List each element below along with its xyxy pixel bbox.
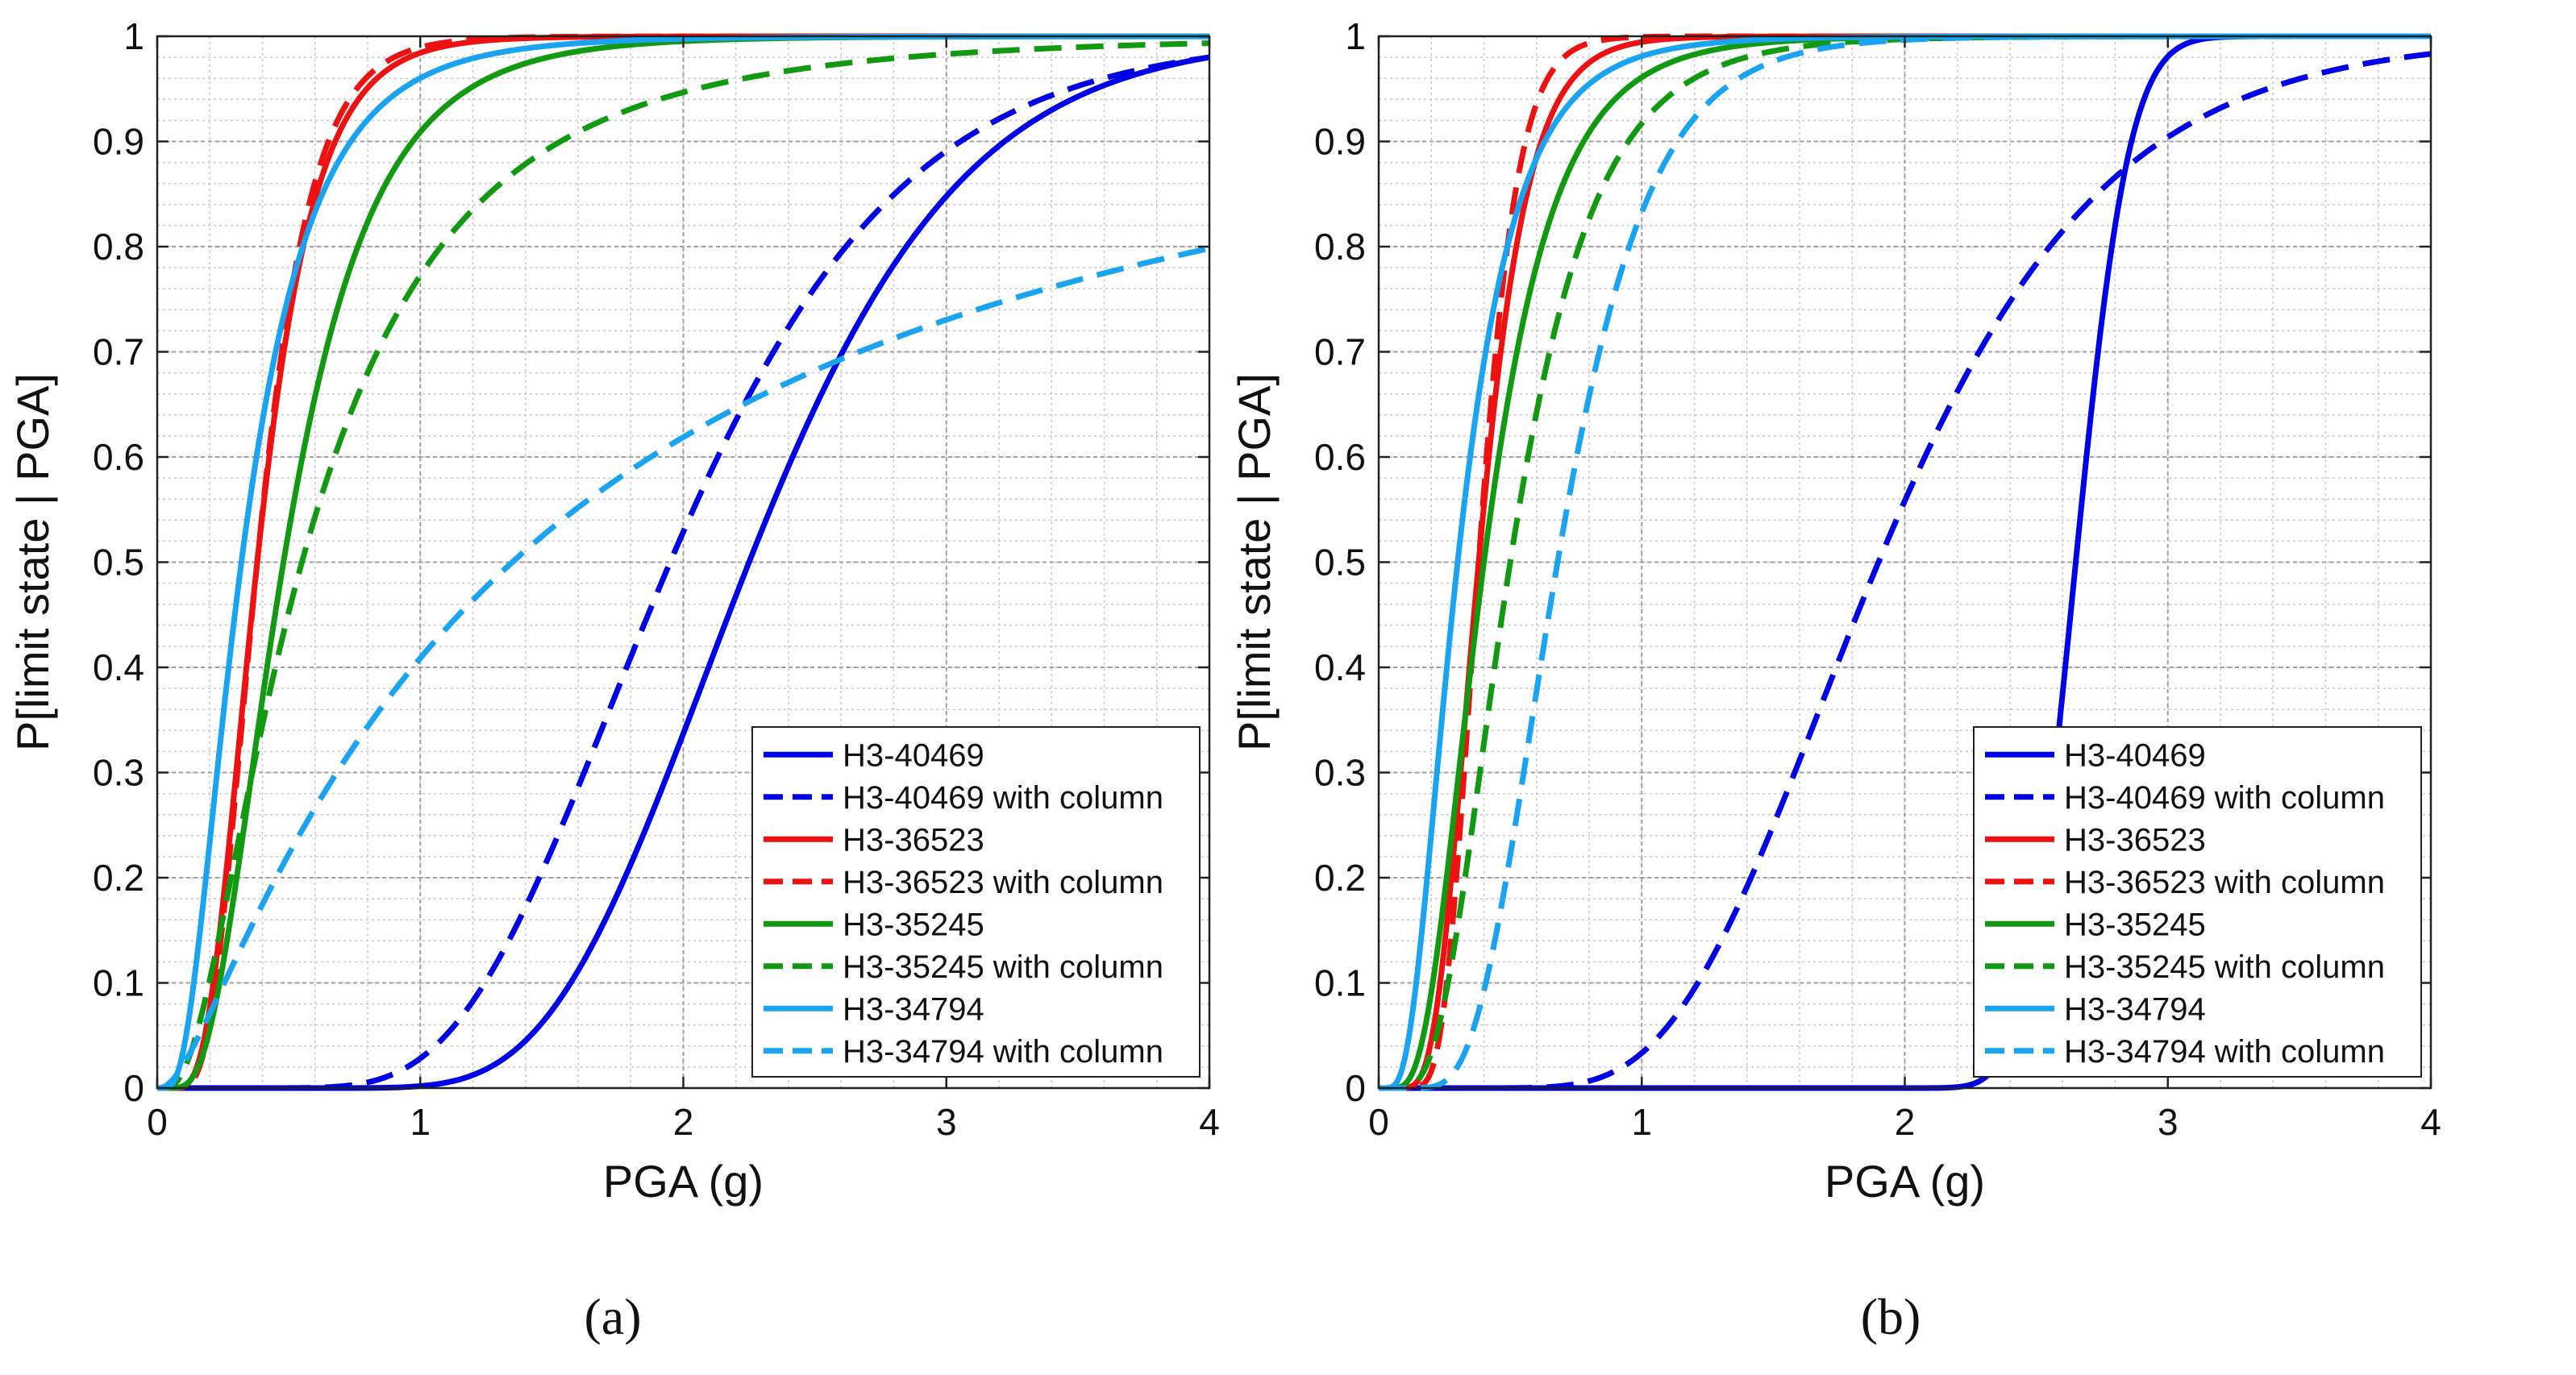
y-tick-label: 1 bbox=[1345, 15, 1366, 57]
series-line-h3-35245-with-column bbox=[156, 40, 1210, 1091]
legend-label: H3-36523 with column bbox=[843, 865, 1163, 900]
y-tick-label: 0.8 bbox=[93, 226, 144, 268]
x-tick-label: 1 bbox=[410, 1101, 431, 1143]
x-axis-title: PGA (g) bbox=[603, 1156, 764, 1207]
legend-label: H3-35245 bbox=[2064, 907, 2206, 942]
x-tick-label: 0 bbox=[147, 1101, 168, 1143]
y-axis-title: P[limit state | PGA] bbox=[7, 373, 58, 751]
chart-panel-a: 0 1 2 3 4 0 0.1 0.2 0.3 0.4 0.5 0.6 0.7 0.8 0.9 1 PGA (g… bbox=[7, 15, 1220, 1345]
x-tick-label: 0 bbox=[1368, 1101, 1389, 1143]
y-tick-label: 0 bbox=[123, 1067, 144, 1109]
legend-label: H3-35245 with column bbox=[843, 949, 1163, 985]
legend-label: H3-34794 with column bbox=[2064, 1034, 2385, 1070]
panel-caption: (b) bbox=[1861, 1288, 1921, 1345]
x-axis-title: PGA (g) bbox=[1825, 1156, 1985, 1207]
panel-caption: (a) bbox=[584, 1288, 641, 1345]
legend-label: H3-36523 bbox=[2064, 822, 2206, 858]
y-tick-label: 0.2 bbox=[93, 857, 144, 899]
y-tick-label: 0.6 bbox=[93, 436, 144, 478]
legend-label: H3-34794 bbox=[843, 991, 984, 1027]
legend-label: H3-40469 with column bbox=[843, 780, 1163, 816]
legend-label: H3-36523 with column bbox=[2064, 865, 2385, 900]
legend-box bbox=[751, 726, 1201, 1078]
x-tick-label: 4 bbox=[2420, 1101, 2441, 1143]
legend: H3-40469 H3-40469 with column H3-36523 H3-3… bbox=[751, 726, 1201, 1078]
y-tick-label: 0.5 bbox=[1314, 542, 1366, 584]
x-tick-label: 2 bbox=[673, 1101, 694, 1143]
y-tick-label: 0.1 bbox=[1314, 962, 1366, 1004]
y-tick-label: 1 bbox=[123, 15, 144, 57]
x-tick-label: 4 bbox=[1199, 1101, 1220, 1143]
y-tick-label: 0.4 bbox=[93, 646, 144, 688]
series-line-h3-40469-with-column bbox=[1378, 51, 2432, 1091]
y-tick-label: 0.8 bbox=[1314, 226, 1366, 268]
legend-label: H3-34794 with column bbox=[843, 1034, 1163, 1070]
y-tick-label: 0.3 bbox=[1314, 752, 1366, 794]
ticks: 0 1 2 3 4 0 0.1 0.2 0.3 0.4 0.5 0.6 0.7 0.8 0.9 1 bbox=[93, 15, 1220, 1143]
legend-label: H3-40469 with column bbox=[2064, 780, 2385, 816]
y-tick-label: 0 bbox=[1345, 1067, 1366, 1109]
x-tick-label: 2 bbox=[1895, 1101, 1916, 1143]
y-tick-label: 0.5 bbox=[93, 542, 144, 584]
legend-box bbox=[1973, 726, 2422, 1078]
ticks: 0 1 2 3 4 0 0.1 0.2 0.3 0.4 0.5 0.6 0.7 0.8 0.9 1 bbox=[1314, 15, 2441, 1143]
series-line-h3-34794-with-column bbox=[156, 245, 1210, 1091]
y-tick-label: 0.4 bbox=[1314, 646, 1366, 688]
y-tick-label: 0.1 bbox=[93, 962, 144, 1004]
y-tick-label: 0.7 bbox=[93, 331, 144, 373]
legend-label: H3-35245 bbox=[843, 907, 984, 942]
chart-panel-b: 0 1 2 3 4 0 0.1 0.2 0.3 0.4 0.5 0.6 0.7 0.8 0.9 1 PGA (g… bbox=[1229, 15, 2441, 1345]
y-tick-label: 0.9 bbox=[1314, 121, 1366, 163]
legend-label: H3-35245 with column bbox=[2064, 949, 2385, 985]
legend-label: H3-34794 bbox=[2064, 991, 2206, 1027]
y-tick-label: 0.7 bbox=[1314, 331, 1366, 373]
legend-label: H3-40469 bbox=[843, 737, 984, 773]
series-line-h3-40469-with-column bbox=[156, 54, 1210, 1091]
y-tick-label: 0.2 bbox=[1314, 857, 1366, 899]
x-tick-label: 3 bbox=[2158, 1101, 2179, 1143]
x-tick-label: 3 bbox=[936, 1101, 957, 1143]
y-tick-label: 0.9 bbox=[93, 121, 144, 163]
y-tick-label: 0.3 bbox=[93, 752, 144, 794]
legend-label: H3-40469 bbox=[2064, 737, 2206, 773]
y-tick-label: 0.6 bbox=[1314, 436, 1366, 478]
x-tick-label: 1 bbox=[1631, 1101, 1652, 1143]
legend: H3-40469 H3-40469 with column H3-36523 H3-3… bbox=[1973, 726, 2422, 1078]
legend-label: H3-36523 bbox=[843, 822, 984, 858]
y-axis-title: P[limit state | PGA] bbox=[1229, 373, 1280, 751]
